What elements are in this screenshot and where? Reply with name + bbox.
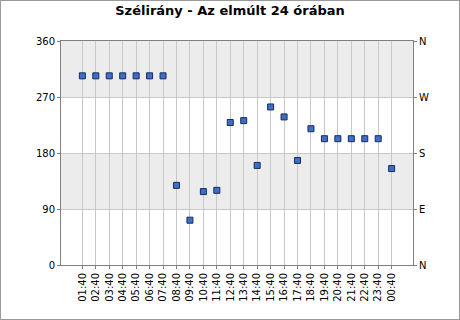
svg-text:Szélirány - Az elmúlt 24 órába: Szélirány - Az elmúlt 24 órában [115, 3, 345, 18]
svg-text:06:40: 06:40 [144, 273, 155, 302]
svg-text:180: 180 [36, 148, 55, 159]
svg-text:09:40: 09:40 [184, 273, 195, 302]
svg-text:22:40: 22:40 [359, 273, 370, 302]
svg-text:23:40: 23:40 [372, 273, 383, 302]
svg-text:19:40: 19:40 [319, 273, 330, 302]
svg-text:90: 90 [42, 204, 55, 215]
svg-text:00:40: 00:40 [386, 273, 397, 302]
svg-text:07:40: 07:40 [157, 273, 168, 302]
svg-text:15:40: 15:40 [265, 273, 276, 302]
svg-text:16:40: 16:40 [278, 273, 289, 302]
svg-text:08:40: 08:40 [171, 273, 182, 302]
svg-text:18:40: 18:40 [305, 273, 316, 302]
svg-text:S: S [419, 148, 425, 159]
svg-text:01:40: 01:40 [77, 273, 88, 302]
svg-text:04:40: 04:40 [117, 273, 128, 302]
svg-text:03:40: 03:40 [104, 273, 115, 302]
svg-text:21:40: 21:40 [346, 273, 357, 302]
svg-text:W: W [419, 92, 429, 103]
svg-text:13:40: 13:40 [238, 273, 249, 302]
svg-text:10:40: 10:40 [198, 273, 209, 302]
svg-text:N: N [419, 260, 426, 271]
svg-text:E: E [419, 204, 425, 215]
svg-text:0: 0 [49, 260, 55, 271]
svg-text:12:40: 12:40 [225, 273, 236, 302]
svg-text:05:40: 05:40 [130, 273, 141, 302]
svg-text:11:40: 11:40 [211, 273, 222, 302]
svg-text:360: 360 [36, 36, 55, 47]
svg-text:20:40: 20:40 [332, 273, 343, 302]
svg-text:270: 270 [36, 92, 55, 103]
svg-text:17:40: 17:40 [292, 273, 303, 302]
svg-text:14:40: 14:40 [251, 273, 262, 302]
svg-text:02:40: 02:40 [90, 273, 101, 302]
svg-text:N: N [419, 36, 426, 47]
